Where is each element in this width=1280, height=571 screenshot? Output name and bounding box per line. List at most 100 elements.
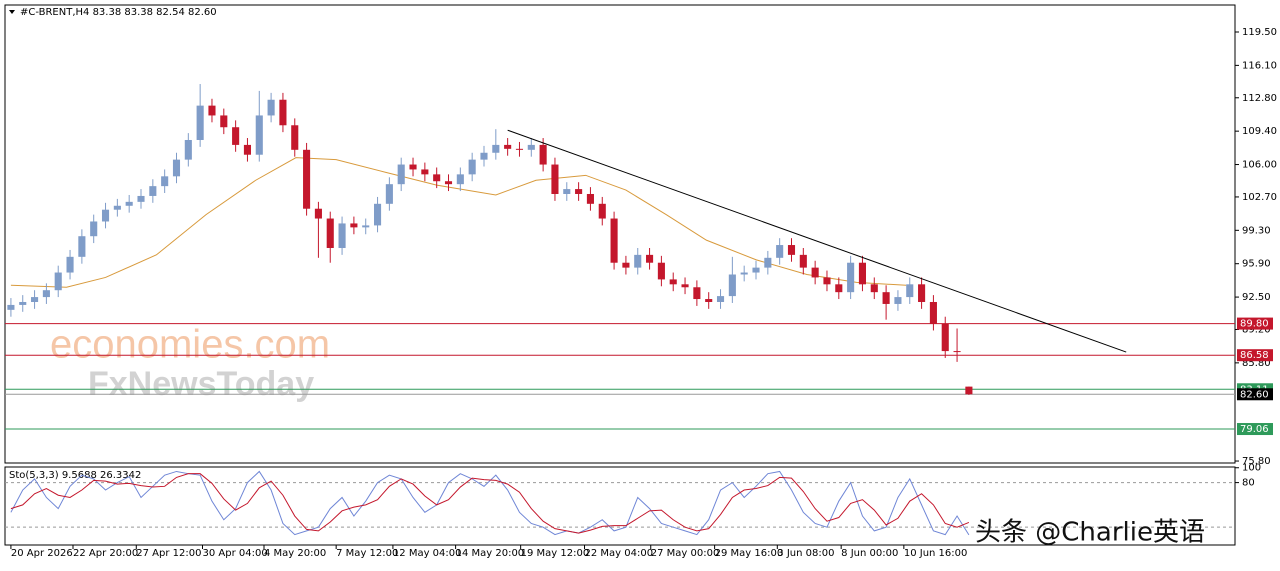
stochastic-line (10, 473, 970, 534)
candle-body (468, 159, 476, 175)
menu-arrow[interactable] (9, 10, 15, 14)
candle-body (255, 115, 263, 155)
candle-body (870, 284, 878, 293)
candle-body (504, 144, 512, 149)
trendline (507, 129, 1127, 353)
candle-body (811, 267, 819, 278)
candle-body (681, 284, 689, 288)
y-tick-label: 112.80 (1242, 93, 1277, 104)
x-tick-label: 27 May 00:00 (651, 548, 720, 559)
candle-body (752, 267, 760, 273)
candle-body (527, 144, 535, 150)
candle-body (456, 174, 464, 185)
candle-body (515, 148, 524, 150)
candle-body (598, 203, 606, 219)
watermark: 头条 @Charlie英语 (975, 518, 1205, 548)
candle-body (669, 279, 677, 285)
candle-body (894, 297, 902, 304)
price-level-label: 79.06 (1240, 424, 1269, 435)
candle-body (728, 274, 736, 297)
y-tick-label: 116.10 (1242, 60, 1277, 71)
candle-body (823, 277, 831, 285)
y-tick-label: 95.90 (1242, 259, 1271, 270)
candle-body (953, 351, 961, 353)
candle-body (66, 256, 74, 273)
y-tick-label: 89.20 (1242, 324, 1271, 335)
candle-body (184, 139, 192, 160)
candle-body (847, 262, 855, 293)
candle-body (291, 125, 299, 150)
y-tick-label: 99.30 (1242, 225, 1271, 236)
x-tick-label: 22 Apr 20:00 (73, 548, 138, 559)
price-level-label-bg (1237, 388, 1273, 401)
candle-body (362, 225, 370, 228)
candle-body (172, 159, 181, 177)
chart-title: #C-BRENT,H4 83.38 83.38 82.54 82.60 (20, 7, 217, 18)
candle-body (586, 193, 594, 204)
price-level-label: 89.80 (1240, 319, 1269, 330)
candle-body (716, 296, 725, 302)
candle-body (646, 254, 654, 263)
y-tick-label: 85.80 (1242, 358, 1271, 369)
price-level-label-bg (1237, 349, 1273, 362)
candle-body (965, 386, 973, 395)
y-tick-label: 75.80 (1242, 456, 1271, 467)
candle-body (610, 218, 618, 263)
candle-body (433, 174, 441, 182)
candle-body (350, 223, 358, 228)
candle-body (149, 186, 157, 196)
x-tick-label: 19 May 12:00 (521, 548, 590, 559)
candle-body (929, 301, 937, 324)
y-tick-label: 106.00 (1242, 160, 1277, 171)
candle-body (918, 284, 926, 302)
y-tick-label: 102.70 (1242, 192, 1277, 203)
price-level-label: 82.60 (1240, 389, 1269, 400)
indicator-title: Sto(5,3,3) 9.5688 26.3342 (9, 470, 141, 481)
candle-body (539, 144, 547, 165)
candle-body (314, 208, 322, 219)
x-tick-label: 4 May 20:00 (264, 548, 326, 559)
candle-body (267, 99, 275, 116)
candle-body (326, 218, 334, 248)
x-tick-label: 8 Jun 00:00 (841, 548, 898, 559)
candle-body (705, 299, 713, 302)
y-tick-label: 109.40 (1242, 126, 1277, 137)
candle-body (480, 152, 488, 160)
candle-body (338, 223, 346, 248)
candle-body (78, 236, 86, 257)
y-tick-label: 92.50 (1242, 292, 1271, 303)
candle-body (634, 254, 642, 268)
candle-body (421, 169, 429, 175)
candle-body (196, 105, 204, 140)
main-panel (4, 4, 1236, 464)
candle-body (693, 287, 701, 300)
x-tick-label: 22 May 04:00 (585, 548, 654, 559)
candle-body (764, 257, 772, 268)
candle-body (858, 262, 866, 285)
x-tick-label: 10 Jun 16:00 (904, 548, 968, 559)
x-tick-label: 14 May 20:00 (456, 548, 525, 559)
candle-body (54, 272, 62, 291)
candle-body (374, 203, 382, 226)
candle-body (232, 127, 240, 145)
price-level-label-bg (1237, 317, 1273, 330)
x-tick-label: 29 May 16:00 (715, 548, 784, 559)
candle-body (444, 181, 453, 185)
candle-body (409, 164, 417, 170)
candle-body (776, 245, 784, 258)
watermark: economies.com (50, 323, 330, 367)
candle-body (31, 297, 39, 302)
candle-body (90, 221, 98, 237)
y-tick-label: 119.50 (1242, 27, 1277, 38)
candle-body (220, 115, 228, 128)
candle-body (208, 105, 216, 116)
candle-body (622, 262, 630, 268)
price-level-label: 86.58 (1240, 350, 1269, 361)
candle-body (125, 201, 133, 206)
candle-body (799, 254, 807, 268)
candle-body (7, 304, 15, 310)
x-tick-label: 30 Apr 04:00 (203, 548, 268, 559)
candle-body (19, 301, 27, 305)
x-tick-label: 12 May 04:00 (393, 548, 462, 559)
